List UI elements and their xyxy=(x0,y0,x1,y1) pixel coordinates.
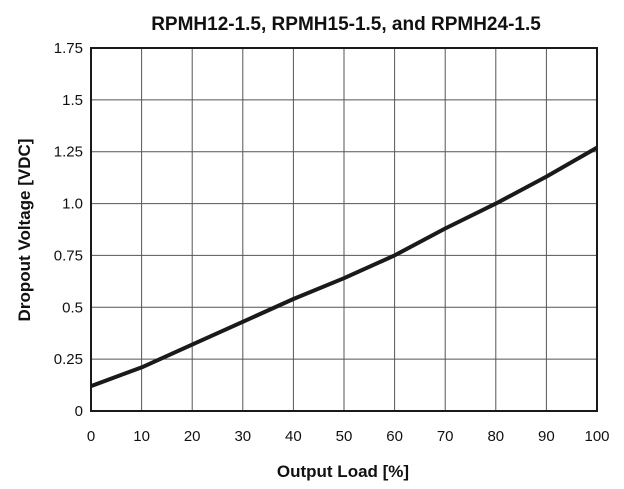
x-tick-label: 60 xyxy=(386,428,403,445)
x-tick-label: 100 xyxy=(584,428,609,445)
y-tick-label: 0.25 xyxy=(54,351,83,368)
x-tick-label: 0 xyxy=(87,428,95,445)
x-tick-label: 40 xyxy=(285,428,302,445)
plot-frame xyxy=(90,47,598,412)
grid xyxy=(91,48,597,411)
x-tick-label: 20 xyxy=(184,428,201,445)
x-tick-label: 30 xyxy=(234,428,251,445)
x-tick-label: 90 xyxy=(538,428,555,445)
y-tick-label: 0.5 xyxy=(62,299,83,316)
chart-title: RPMH12-1.5, RPMH15-1.5, and RPMH24-1.5 xyxy=(151,14,541,35)
y-tick-label: 1.0 xyxy=(62,196,83,213)
x-tick-label: 50 xyxy=(336,428,353,445)
y-tick-label: 1.5 xyxy=(62,92,83,109)
y-tick-label: 1.25 xyxy=(54,144,83,161)
y-axis-label: Dropout Voltage [VDC] xyxy=(15,139,34,322)
y-tick-label: 0 xyxy=(75,403,83,420)
series-line xyxy=(90,145,598,388)
x-axis-label: Output Load [%] xyxy=(277,462,409,481)
series-layer xyxy=(90,145,598,388)
x-tick-label: 70 xyxy=(437,428,454,445)
x-tick-label: 80 xyxy=(487,428,504,445)
x-tick-label: 10 xyxy=(133,428,150,445)
y-tick-labels: 0 0.25 0.5 0.75 1.0 1.25 1.5 1.75 xyxy=(54,40,83,420)
x-tick-labels: 0 10 20 30 40 50 60 70 80 90 100 xyxy=(87,428,610,445)
y-tick-label: 1.75 xyxy=(54,40,83,57)
y-tick-label: 0.75 xyxy=(54,247,83,264)
